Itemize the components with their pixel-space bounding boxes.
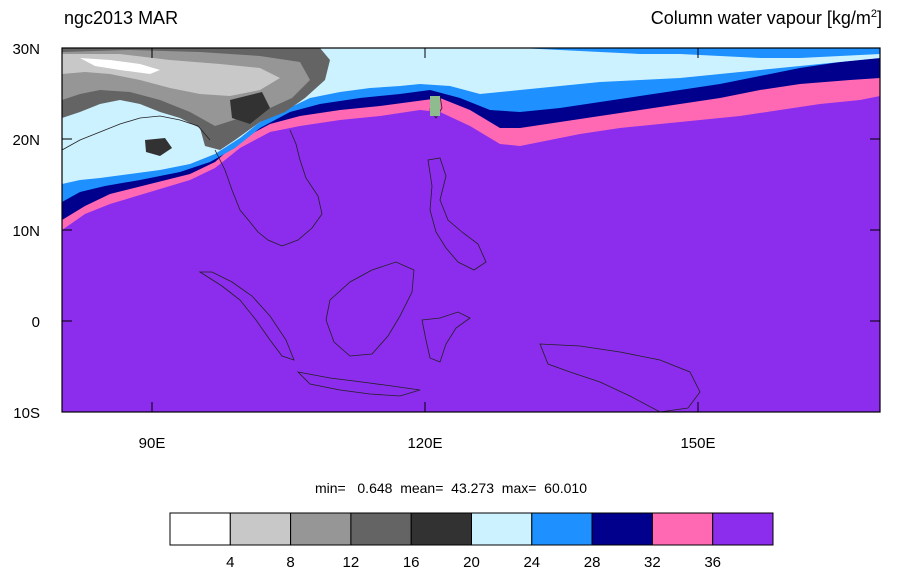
- colorbar-tick-label: 32: [644, 554, 661, 571]
- colorbar-tick-label: 4: [226, 554, 234, 571]
- lon-label-150e: 150E: [680, 435, 715, 452]
- colorbar-swatch: [169, 512, 231, 546]
- colorbar-tick-label: 12: [343, 554, 360, 571]
- lon-label-90e: 90E: [139, 435, 166, 452]
- lat-ticks-right: [870, 47, 880, 413]
- map-field: [62, 48, 880, 412]
- stats-line: min= 0.648 mean= 43.273 max= 60.010: [314, 480, 587, 496]
- colorbar-swatch: [471, 512, 533, 546]
- lon-label-120e: 120E: [407, 435, 442, 452]
- lat-label-30n: 30N: [12, 41, 40, 58]
- colorbar: [169, 512, 774, 546]
- field-india-light: [62, 148, 140, 176]
- coast-philippines: [427, 157, 487, 271]
- lat-ticks-left: [62, 47, 72, 413]
- colorbar-tick-label: 8: [286, 554, 294, 571]
- colorbar-swatch: [229, 512, 292, 546]
- coast-newguinea: [539, 343, 701, 412]
- coast-sulawesi: [421, 311, 471, 363]
- colorbar-tick-label: 24: [523, 554, 540, 571]
- map-title-left: ngc2013 MAR: [64, 8, 179, 28]
- lon-ticks: [151, 48, 699, 412]
- field-land-dark: [145, 92, 270, 156]
- colorbar-swatch: [350, 512, 412, 546]
- field-land-4-8: [80, 58, 160, 74]
- colorbar-swatch: [290, 512, 352, 546]
- colorbar-tick-label: 36: [704, 554, 721, 571]
- colorbar-tick-label: 16: [403, 554, 420, 571]
- coast-borneo: [325, 261, 415, 357]
- coast-india-east: [62, 115, 211, 151]
- lat-label-10s: 10S: [13, 405, 40, 422]
- colorbar-labels: 4 8 12 16 20 24 28 32 36: [226, 554, 721, 571]
- colorbar-tick-label: 20: [463, 554, 480, 571]
- coast-indochina: [214, 129, 323, 247]
- colorbar-swatch: [651, 512, 714, 546]
- coast-java: [296, 371, 421, 397]
- lat-label-0: 0: [32, 314, 40, 331]
- colorbar-tick-label: 28: [584, 554, 601, 571]
- colorbar-swatch: [591, 512, 653, 546]
- coast-sumatra: [198, 271, 295, 361]
- lat-label-10n: 10N: [12, 223, 40, 240]
- map-title-right: Column water vapour [kg/m2]: [650, 8, 882, 28]
- colorbar-swatch: [410, 512, 473, 546]
- taiwan-patch: [430, 96, 440, 116]
- lat-label-20n: 20N: [12, 132, 40, 149]
- colorbar-swatch: [712, 512, 774, 546]
- colorbar-swatch: [531, 512, 593, 546]
